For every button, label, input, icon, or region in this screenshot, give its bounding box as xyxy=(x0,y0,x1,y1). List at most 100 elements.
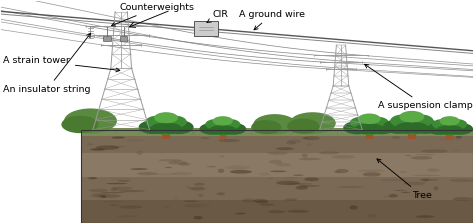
Ellipse shape xyxy=(242,198,256,202)
Ellipse shape xyxy=(158,159,182,162)
Ellipse shape xyxy=(427,168,440,172)
Ellipse shape xyxy=(422,178,429,182)
Ellipse shape xyxy=(230,170,252,174)
Ellipse shape xyxy=(337,186,364,188)
FancyBboxPatch shape xyxy=(194,21,218,36)
Ellipse shape xyxy=(130,168,148,170)
Ellipse shape xyxy=(155,173,176,175)
Ellipse shape xyxy=(301,137,308,139)
Ellipse shape xyxy=(184,200,198,202)
Circle shape xyxy=(391,114,433,135)
Ellipse shape xyxy=(201,138,210,139)
Circle shape xyxy=(213,116,233,126)
Ellipse shape xyxy=(88,177,97,179)
Ellipse shape xyxy=(437,138,461,140)
Ellipse shape xyxy=(450,179,474,182)
Circle shape xyxy=(160,115,187,128)
Circle shape xyxy=(350,116,375,129)
Ellipse shape xyxy=(276,181,300,185)
Ellipse shape xyxy=(357,170,385,172)
Circle shape xyxy=(426,123,451,135)
Circle shape xyxy=(154,112,178,123)
Ellipse shape xyxy=(253,199,268,203)
Ellipse shape xyxy=(363,172,381,177)
Bar xyxy=(81,128,474,136)
Ellipse shape xyxy=(137,151,143,155)
Circle shape xyxy=(395,122,419,134)
Text: CIR: CIR xyxy=(207,10,228,22)
Circle shape xyxy=(350,117,389,135)
Ellipse shape xyxy=(106,183,127,184)
Text: A suspension clamp: A suspension clamp xyxy=(365,64,473,110)
Circle shape xyxy=(151,123,173,134)
Ellipse shape xyxy=(235,213,246,214)
Text: Tree: Tree xyxy=(377,159,432,200)
Ellipse shape xyxy=(335,169,348,173)
Ellipse shape xyxy=(165,167,172,168)
Ellipse shape xyxy=(194,183,205,186)
Ellipse shape xyxy=(91,194,105,197)
Ellipse shape xyxy=(260,203,274,206)
Ellipse shape xyxy=(171,172,192,175)
Ellipse shape xyxy=(86,143,93,145)
Ellipse shape xyxy=(304,177,319,181)
Ellipse shape xyxy=(276,163,291,166)
Ellipse shape xyxy=(394,190,407,191)
Ellipse shape xyxy=(198,203,216,207)
Ellipse shape xyxy=(416,215,434,218)
Circle shape xyxy=(405,114,434,128)
Ellipse shape xyxy=(276,147,294,150)
Circle shape xyxy=(444,125,463,135)
Ellipse shape xyxy=(423,195,428,200)
Ellipse shape xyxy=(268,151,288,155)
Ellipse shape xyxy=(453,197,474,201)
Ellipse shape xyxy=(418,202,429,205)
Ellipse shape xyxy=(110,187,118,191)
Ellipse shape xyxy=(335,204,341,207)
Ellipse shape xyxy=(186,187,191,189)
Ellipse shape xyxy=(119,205,142,209)
Ellipse shape xyxy=(452,149,462,151)
Circle shape xyxy=(437,125,456,135)
Ellipse shape xyxy=(100,192,125,193)
Ellipse shape xyxy=(111,136,125,139)
Ellipse shape xyxy=(307,144,312,146)
Ellipse shape xyxy=(403,182,426,185)
Ellipse shape xyxy=(299,185,320,187)
Ellipse shape xyxy=(392,136,400,139)
Ellipse shape xyxy=(433,186,438,190)
Circle shape xyxy=(390,114,419,128)
Ellipse shape xyxy=(118,190,145,192)
Ellipse shape xyxy=(198,194,204,197)
Circle shape xyxy=(221,123,246,135)
Ellipse shape xyxy=(286,141,296,144)
Ellipse shape xyxy=(112,187,133,190)
Bar xyxy=(162,130,170,139)
Circle shape xyxy=(205,119,228,130)
Circle shape xyxy=(410,119,441,134)
Bar xyxy=(408,129,416,139)
Ellipse shape xyxy=(89,189,108,192)
Ellipse shape xyxy=(383,196,398,197)
Ellipse shape xyxy=(255,200,269,203)
Ellipse shape xyxy=(405,155,411,156)
Bar xyxy=(219,131,226,139)
Ellipse shape xyxy=(269,160,282,164)
Ellipse shape xyxy=(109,204,119,206)
Ellipse shape xyxy=(206,166,217,167)
Ellipse shape xyxy=(179,163,191,166)
Ellipse shape xyxy=(270,170,286,172)
Circle shape xyxy=(217,125,236,135)
Ellipse shape xyxy=(421,149,448,153)
Ellipse shape xyxy=(284,198,297,201)
Ellipse shape xyxy=(317,217,322,220)
Ellipse shape xyxy=(102,200,123,203)
Ellipse shape xyxy=(218,139,240,142)
Ellipse shape xyxy=(293,174,303,176)
Circle shape xyxy=(164,120,193,134)
Ellipse shape xyxy=(361,207,371,210)
Ellipse shape xyxy=(183,204,210,207)
Ellipse shape xyxy=(425,192,432,194)
Circle shape xyxy=(210,125,229,135)
Circle shape xyxy=(290,112,336,134)
